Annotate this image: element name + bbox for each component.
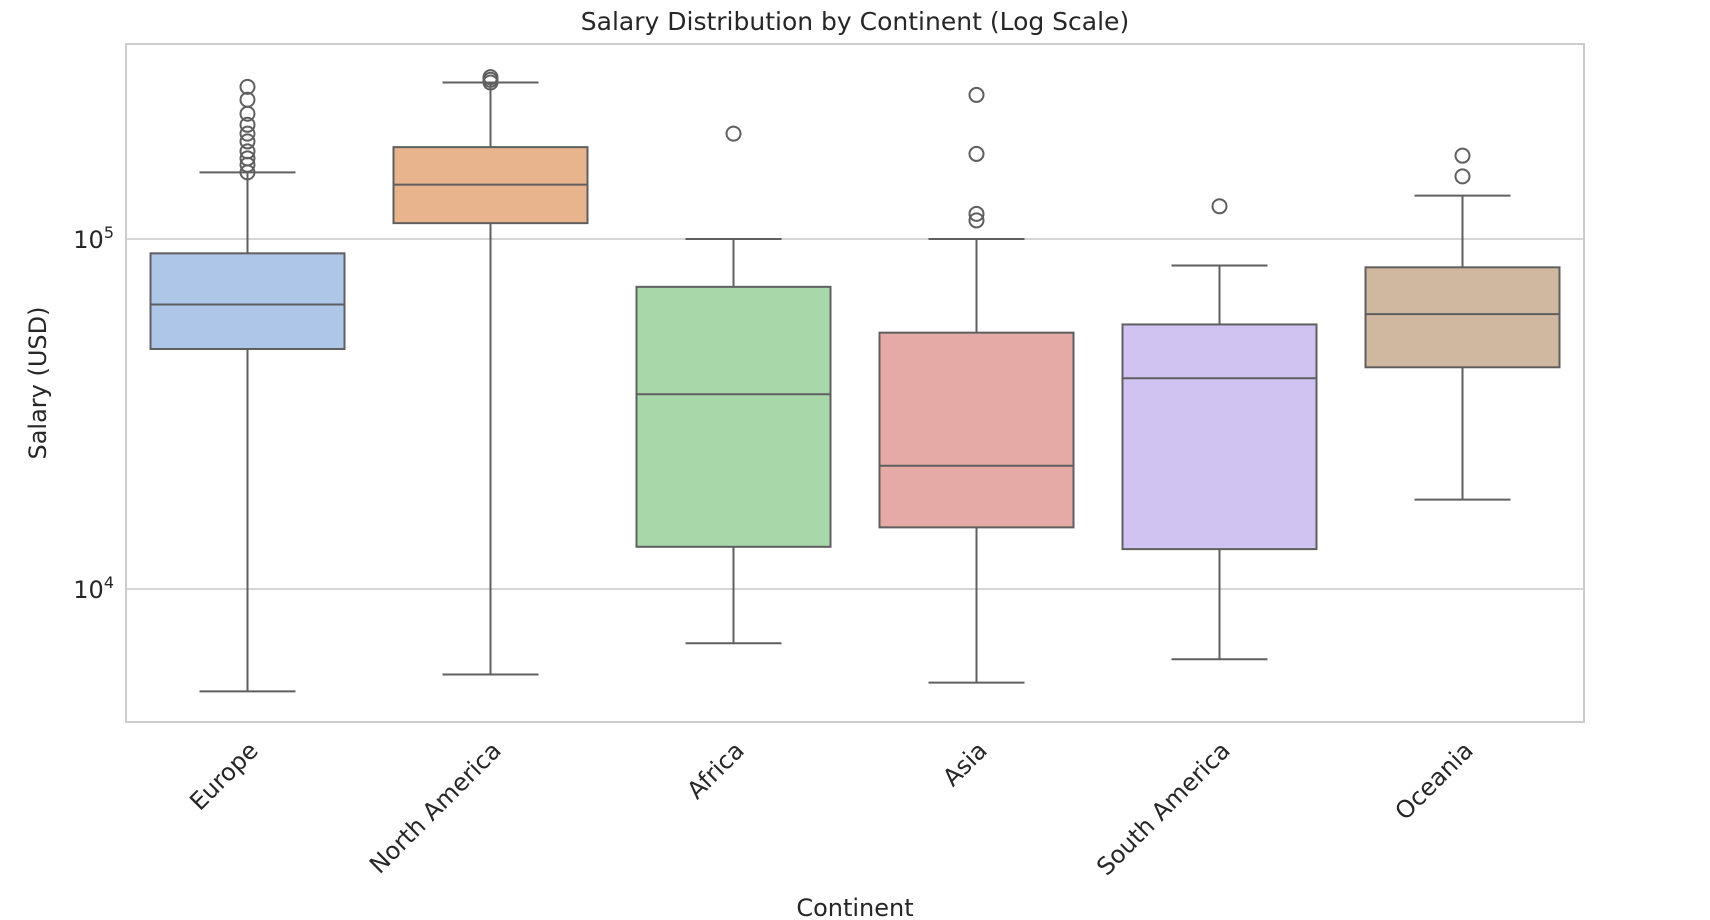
grid-layer <box>126 238 1584 590</box>
chart-title: Salary Distribution by Continent (Log Sc… <box>581 7 1129 36</box>
outlier-point <box>968 145 985 162</box>
outlier-point <box>1454 168 1471 185</box>
outlier-point <box>239 150 256 167</box>
x-tick-label-oceania: Oceania <box>1390 736 1479 825</box>
x-axis-label: Continent <box>796 894 913 920</box>
outlier-point <box>239 91 256 108</box>
box-group-north-america <box>392 69 589 676</box>
outlier-point <box>239 116 256 133</box>
y-tick-label-1: 105 <box>73 223 114 254</box>
box-group-asia <box>878 86 1075 684</box>
iqr-box <box>878 331 1075 529</box>
outlier-point <box>239 143 256 160</box>
x-tick-label-europe: Europe <box>184 736 263 815</box>
boxes-layer <box>149 69 1561 693</box>
iqr-box <box>1121 323 1318 551</box>
iqr-box <box>1364 266 1561 369</box>
outlier-point <box>1454 147 1471 164</box>
x-tick-label-north-america: North America <box>364 736 507 879</box>
outlier-point <box>725 125 742 142</box>
y-axis-ticks: 104 105 <box>73 223 114 604</box>
y-tick-label-0: 104 <box>73 573 114 604</box>
outlier-point <box>968 86 985 103</box>
outlier-point <box>239 133 256 150</box>
iqr-box <box>149 252 346 350</box>
x-tick-label-asia: Asia <box>937 736 992 791</box>
box-group-europe <box>149 78 346 693</box>
box-group-oceania <box>1364 147 1561 501</box>
outlier-point <box>968 212 985 229</box>
y-axis-label: Salary (USD) <box>24 306 52 459</box>
x-axis-ticks: Europe North America Africa Asia South Ameri… <box>184 736 1478 881</box>
plot-frame <box>125 43 1585 723</box>
outlier-point <box>239 125 256 142</box>
box-group-south-america <box>1121 198 1318 661</box>
x-tick-label-south-america: South America <box>1091 736 1236 881</box>
outlier-point <box>1211 198 1228 215</box>
outlier-point <box>968 205 985 222</box>
iqr-box <box>635 285 832 548</box>
outlier-point <box>482 69 499 86</box>
box-group-africa <box>635 125 832 645</box>
x-tick-label-africa: Africa <box>682 736 750 804</box>
outlier-point <box>239 78 256 95</box>
